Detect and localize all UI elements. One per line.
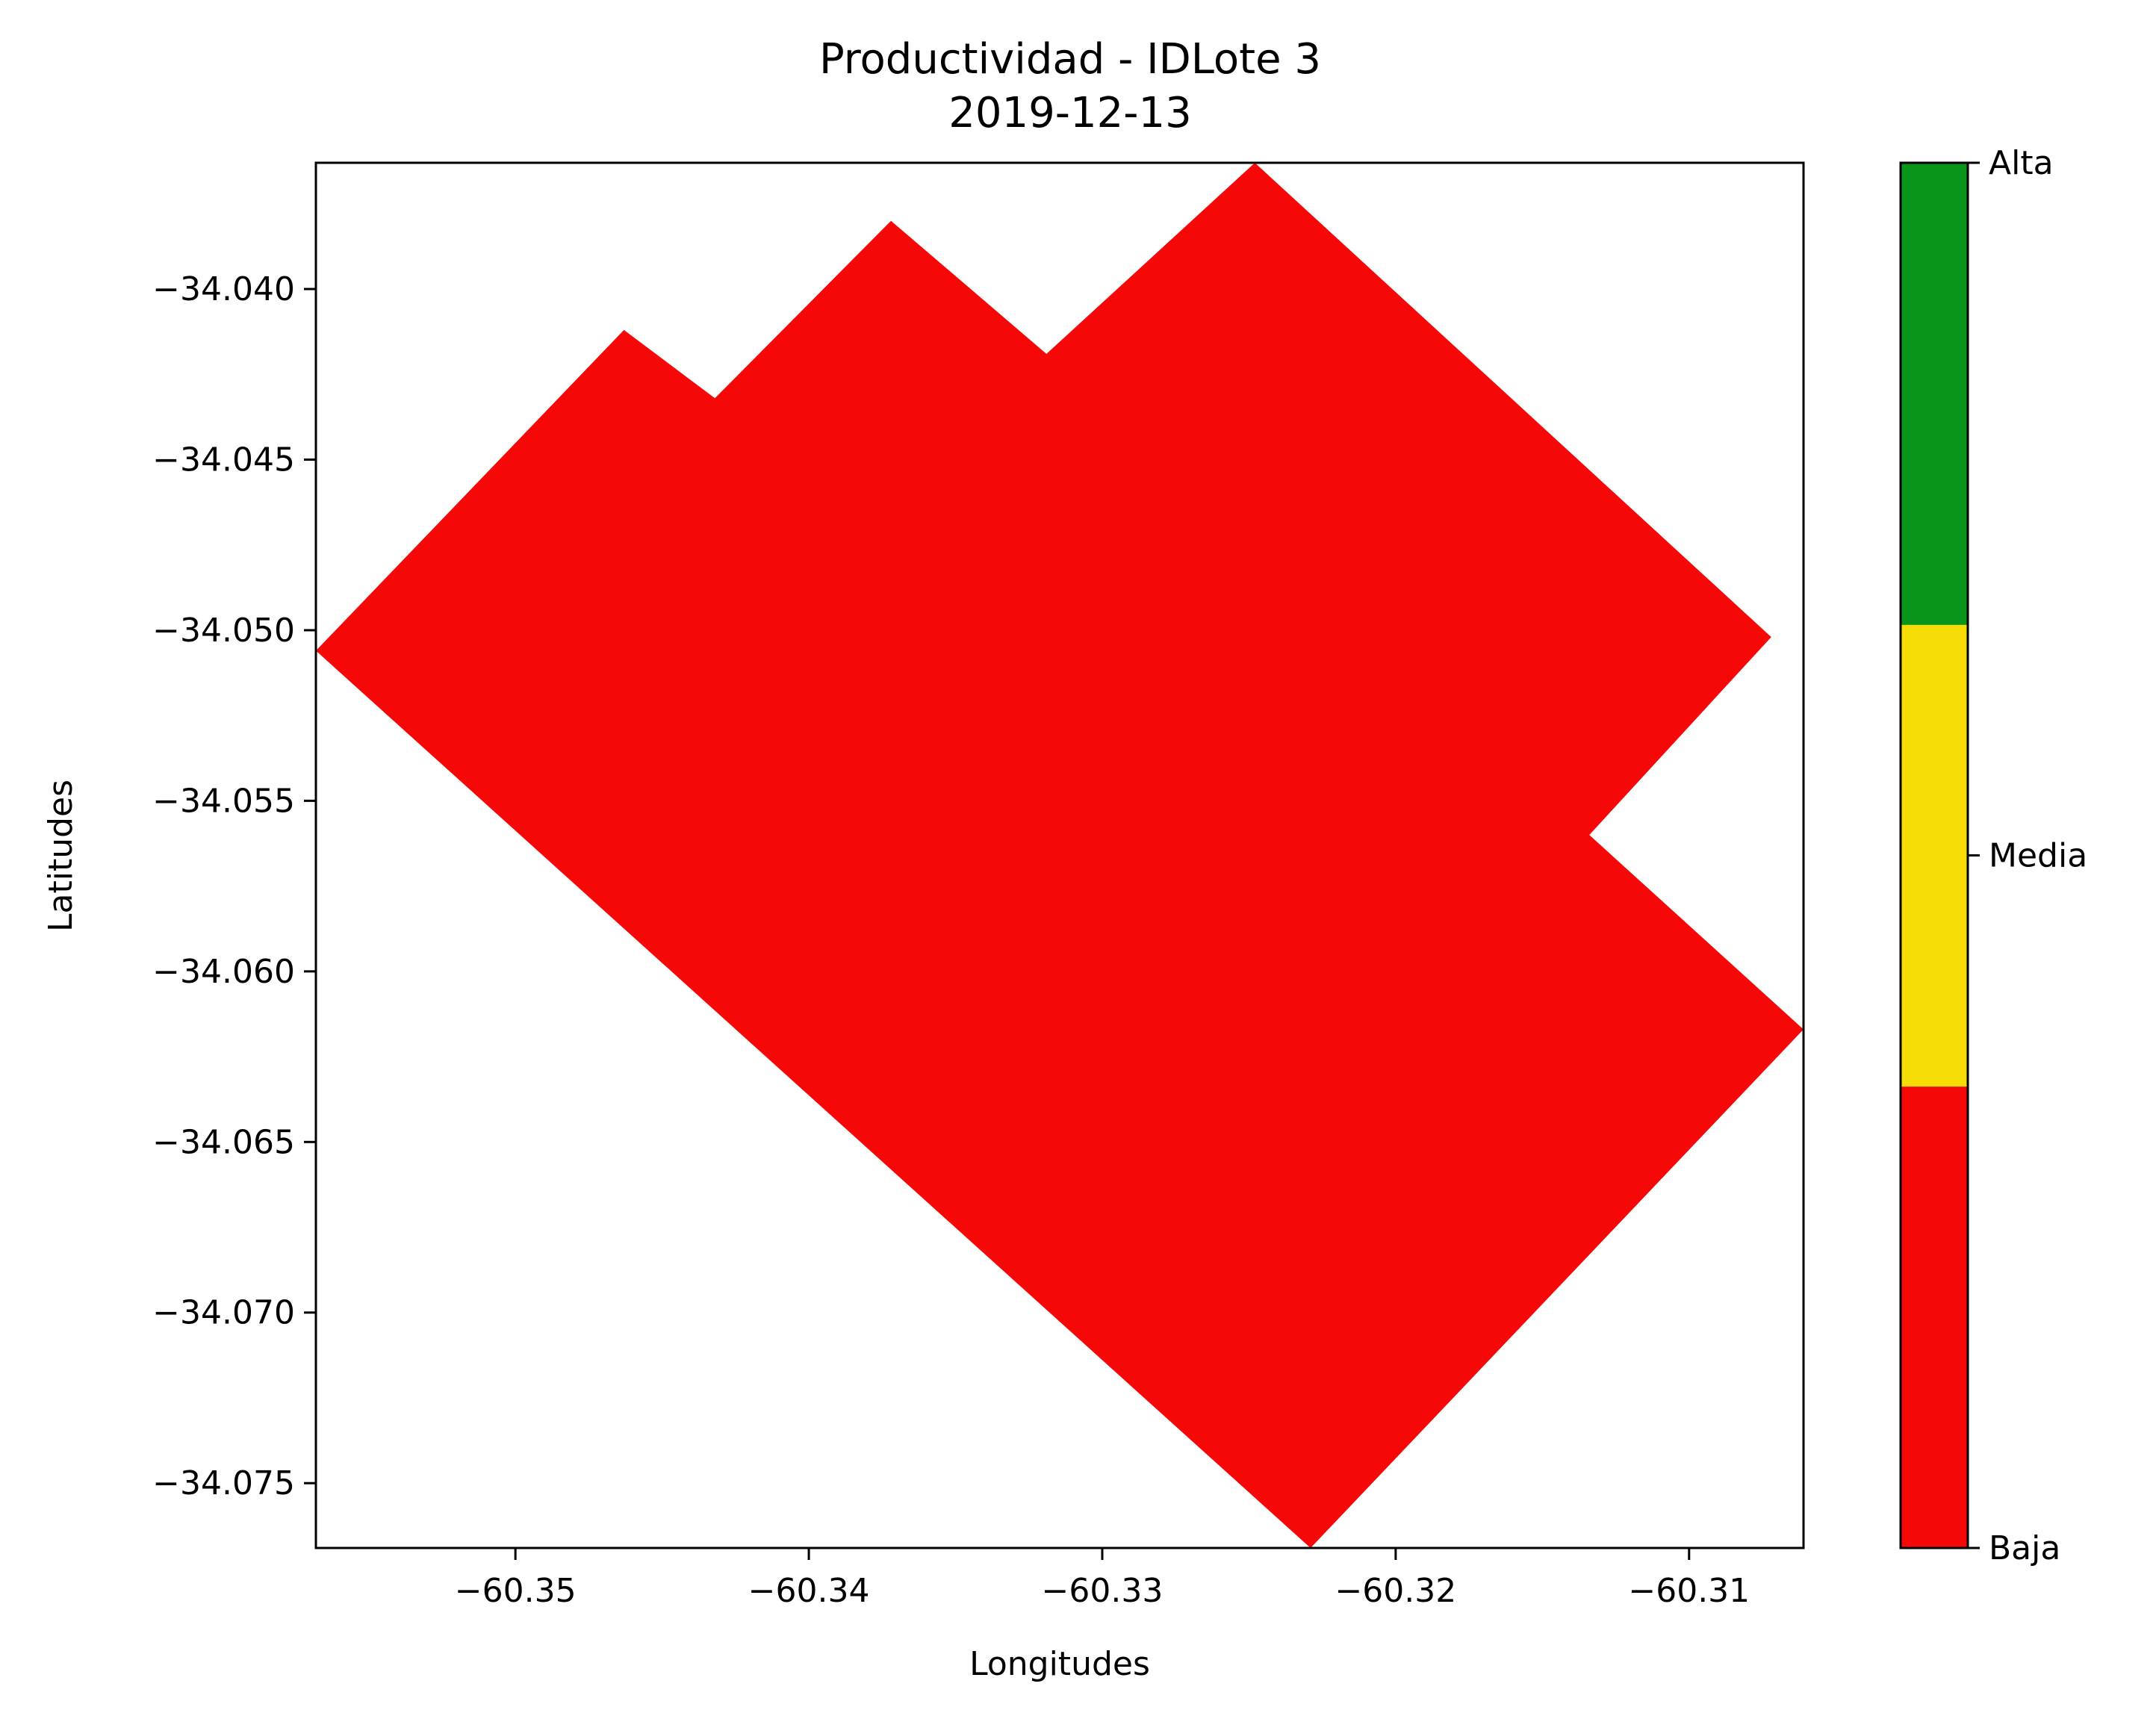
y-tick-label: −34.065	[152, 1123, 295, 1161]
colorbar-tick-label: Baja	[1989, 1529, 2060, 1567]
y-tick-label: −34.055	[152, 782, 295, 820]
colorbar	[1901, 163, 1968, 1549]
x-tick-label: −60.34	[748, 1572, 870, 1610]
y-tick-label: −34.045	[152, 441, 295, 479]
y-axis-ticks: −34.040 −34.045 −34.050 −34.055 −34.060 −34.0…	[152, 270, 316, 1502]
colorbar-tick-label: Media	[1989, 837, 2087, 875]
x-tick-label: −60.31	[1628, 1572, 1750, 1610]
chart-subtitle: 2019-12-13	[948, 89, 1191, 137]
y-tick-label: −34.070	[152, 1294, 295, 1332]
x-axis-label: Longitudes	[969, 1645, 1150, 1683]
colorbar-segment-media	[1901, 624, 1968, 1087]
x-axis-ticks: −60.35 −60.34 −60.33 −60.32 −60.31	[455, 1548, 1750, 1610]
y-tick-label: −34.050	[152, 612, 295, 650]
chart-title: Productividad - IDLote 3	[819, 35, 1321, 84]
y-tick-label: −34.060	[152, 953, 295, 991]
plot-area	[316, 163, 1804, 1548]
colorbar-segment-baja	[1901, 1086, 1968, 1549]
y-axis-label: Latitudes	[42, 780, 80, 932]
plot-frame	[314, 161, 1805, 1549]
y-tick-label: −34.075	[152, 1464, 295, 1502]
x-tick-label: −60.35	[455, 1572, 577, 1610]
x-tick-label: −60.33	[1042, 1572, 1164, 1610]
colorbar-segment-alta	[1901, 163, 1968, 625]
x-tick-label: −60.32	[1335, 1572, 1456, 1610]
y-tick-label: −34.040	[152, 270, 295, 308]
colorbar-tick-label: Alta	[1989, 144, 2054, 182]
field-polygon-baja	[316, 163, 1804, 1548]
colorbar-ticks: Baja Media Alta	[1968, 144, 2087, 1567]
